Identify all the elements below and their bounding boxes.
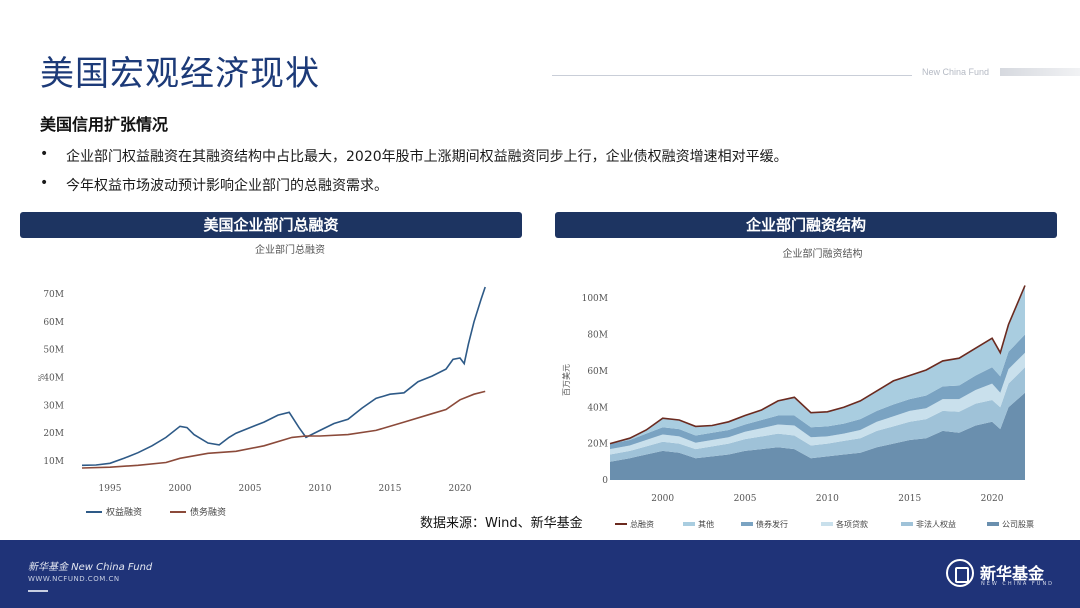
- area-1: [610, 367, 1025, 462]
- x-tick-label: 2020: [449, 484, 472, 494]
- right-panel-header: 企业部门融资结构: [555, 212, 1057, 238]
- x-tick-label: 2010: [309, 484, 332, 494]
- section-heading: 美国信用扩张情况: [40, 115, 169, 134]
- legend-label: 权益融资: [106, 506, 142, 518]
- bullet-item: • 企业部门权益融资在其融资结构中占比最大，2020年股市上涨期间权益融资同步上…: [40, 146, 1040, 175]
- footer-logo-name: 新华基金: [980, 564, 1045, 583]
- bullet-item: • 今年权益市场波动预计影响企业部门的总融资需求。: [40, 175, 1040, 204]
- y-tick-label: 80M: [587, 331, 608, 341]
- legend-label: 公司股票: [1002, 520, 1034, 529]
- y-tick-label: 20M: [43, 429, 64, 439]
- footer-brand: 新华基金 New China Fund: [28, 562, 153, 573]
- chart-title: 企业部门总融资: [255, 243, 325, 256]
- ncf-logo-icon: [946, 559, 974, 587]
- total-line: [609, 285, 1026, 445]
- bullet-marker: •: [40, 146, 49, 162]
- y-tick-label: 60M: [587, 367, 608, 377]
- y-tick-label: 100M: [582, 294, 608, 304]
- x-tick-label: 2005: [239, 484, 262, 494]
- y-tick-label: 70M: [43, 290, 64, 300]
- bullet-marker: •: [40, 175, 49, 191]
- brand-tag: New China Fund: [922, 67, 990, 77]
- data-source-note: 数据来源：Wind、新华基金: [420, 516, 583, 531]
- footer-divider: [28, 590, 48, 592]
- y-tick-label: 10M: [43, 457, 64, 467]
- legend-label: 其他: [698, 519, 714, 529]
- bullet-text: 企业部门权益融资在其融资结构中占比最大，2020年股市上涨期间权益融资同步上行，…: [66, 149, 788, 165]
- page-title: 美国宏观经济现状: [40, 54, 320, 94]
- x-tick-label: 2015: [379, 484, 402, 494]
- brand-bar: [1000, 68, 1080, 76]
- x-tick-label: 2000: [651, 494, 674, 504]
- area-4: [610, 285, 1025, 444]
- x-tick-label: 2015: [898, 494, 921, 504]
- financing-structure-area-chart: 企业部门融资结构百万美元 0 20M 40M 60M 80M 100M 2000 2005 201…: [555, 240, 1065, 538]
- series-line-0: [81, 286, 486, 467]
- total-financing-line-chart: 企业部门总融资% 10M 20M 30M 40M 50M 60M 70M 1995 2000 200…: [20, 240, 525, 530]
- legend-label: 总融资: [630, 519, 654, 529]
- x-tick-label: 2000: [169, 484, 192, 494]
- footer-url[interactable]: WWW.NCFUND.COM.CN: [28, 575, 120, 583]
- x-tick-label: 2010: [816, 494, 839, 504]
- bullet-list: • 企业部门权益融资在其融资结构中占比最大，2020年股市上涨期间权益融资同步上…: [40, 146, 1040, 204]
- y-tick-label: 30M: [43, 401, 64, 411]
- area-3: [610, 334, 1025, 450]
- x-tick-label: 1995: [99, 484, 122, 494]
- y-tick-label: 40M: [587, 403, 608, 413]
- y-tick-label: 60M: [43, 318, 64, 328]
- footer-bar: 新华基金 New China Fund WWW.NCFUND.COM.CN 新华…: [0, 540, 1080, 608]
- legend-label: 债务融资: [190, 506, 226, 518]
- bullet-text: 今年权益市场波动预计影响企业部门的总融资需求。: [66, 178, 388, 194]
- y-tick-label: 40M: [43, 374, 64, 384]
- y-tick-label: 0: [602, 476, 608, 486]
- legend-label: 各项贷款: [836, 519, 868, 529]
- series-line-1: [81, 390, 486, 469]
- y-axis-label: %: [37, 373, 46, 381]
- area-0: [610, 392, 1025, 480]
- y-axis-label: 百万美元: [561, 364, 571, 396]
- x-tick-label: 2020: [981, 494, 1004, 504]
- y-tick-label: 50M: [43, 346, 64, 356]
- legend-label: 非法人权益: [916, 519, 956, 529]
- x-tick-label: 2005: [734, 494, 757, 504]
- left-panel-header: 美国企业部门总融资: [20, 212, 522, 238]
- footer-logo-sub: NEW CHINA FUND: [981, 581, 1055, 587]
- legend-label: 债券发行: [756, 519, 788, 529]
- y-tick-label: 20M: [587, 440, 608, 450]
- title-divider: [552, 75, 912, 76]
- area-2: [610, 352, 1025, 455]
- chart-title: 企业部门融资结构: [783, 247, 863, 260]
